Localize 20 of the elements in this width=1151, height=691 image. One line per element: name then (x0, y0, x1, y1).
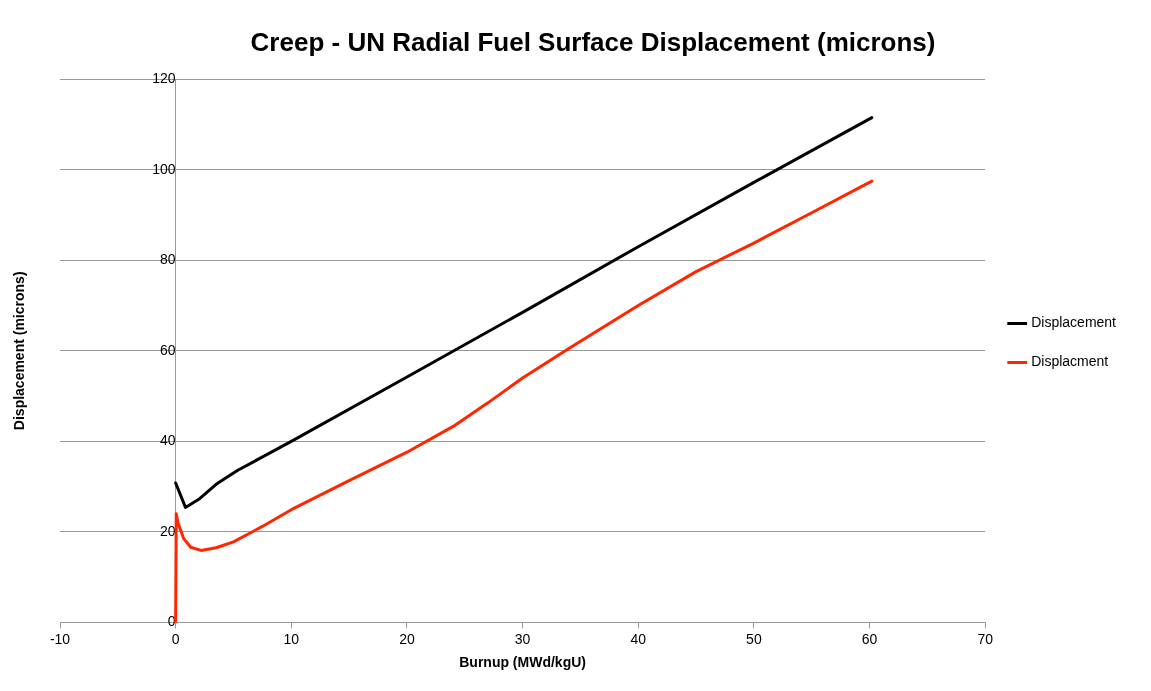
x-tick-label: 30 (514, 630, 531, 647)
y-tick-label: 0 (167, 613, 176, 630)
y-tick-label: 80 (160, 251, 176, 268)
y-tick-label: 120 (152, 70, 176, 87)
chart-title: Creep - UN Radial Fuel Surface Displacement (microns) (250, 26, 936, 57)
x-tick-label: -10 (49, 630, 71, 647)
y-tick-label: 20 (160, 522, 176, 539)
legend-label: Displacment (1031, 353, 1109, 370)
y-tick-label: 100 (152, 160, 176, 177)
y-tick-label: 60 (160, 341, 176, 358)
y-tick-label: 40 (160, 432, 176, 449)
x-tick-label: 70 (977, 630, 994, 647)
x-tick-label: 60 (861, 630, 878, 647)
x-tick-label: 40 (630, 630, 647, 647)
x-tick-label: 50 (746, 630, 762, 647)
legend-label: Displacement (1031, 314, 1117, 331)
x-tick-label: 10 (283, 630, 300, 647)
y-axis-title: Displacement (microns) (10, 271, 27, 431)
x-tick-label: 20 (399, 630, 415, 647)
x-axis-title: Burnup (MWd/kgU) (459, 654, 586, 671)
